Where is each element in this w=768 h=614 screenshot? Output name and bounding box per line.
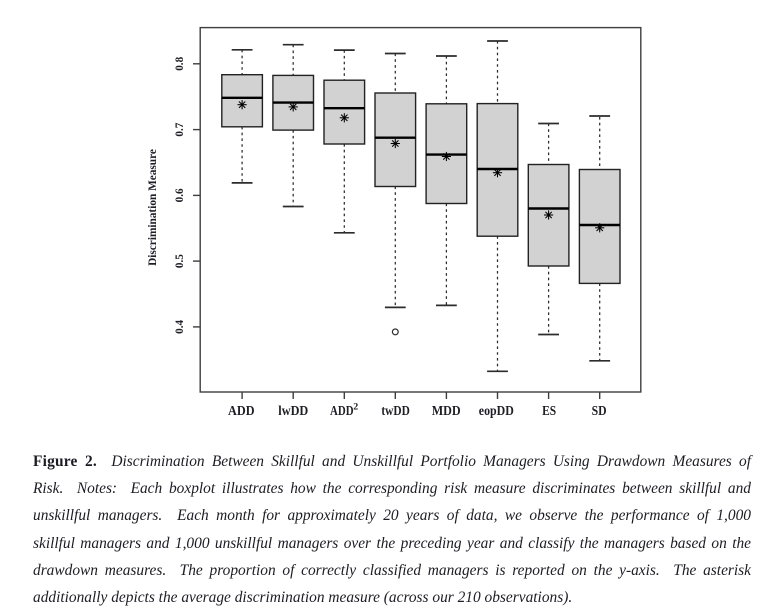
svg-text:0.8: 0.8: [174, 56, 186, 70]
svg-text:SD: SD: [592, 403, 607, 418]
svg-text:ADD: ADD: [228, 403, 255, 418]
svg-text:Discrimination Measure: Discrimination Measure: [147, 149, 159, 266]
svg-text:0.7: 0.7: [174, 122, 186, 136]
svg-text:0.6: 0.6: [174, 188, 186, 202]
svg-text:0.5: 0.5: [174, 254, 186, 268]
svg-text:twDD: twDD: [381, 403, 410, 418]
svg-text:eopDD: eopDD: [479, 403, 514, 418]
svg-text:2: 2: [353, 403, 358, 413]
svg-text:lwDD: lwDD: [278, 403, 308, 418]
svg-text:0.4: 0.4: [174, 320, 186, 334]
svg-text:MDD: MDD: [432, 403, 461, 418]
svg-text:ADD: ADD: [330, 403, 354, 418]
svg-text:ES: ES: [542, 403, 556, 418]
